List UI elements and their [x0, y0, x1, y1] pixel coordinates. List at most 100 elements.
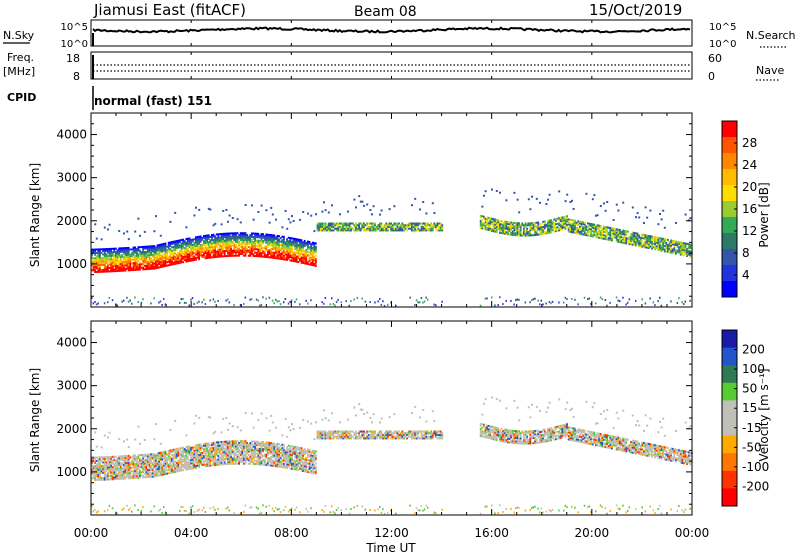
velocity-cell — [252, 445, 255, 448]
power-cell — [191, 252, 194, 255]
power-cell — [145, 254, 148, 257]
velocity-cell — [244, 457, 247, 460]
velocity-cell — [254, 442, 256, 445]
velocity-cell — [126, 470, 128, 473]
power-ytick-label: 2000 — [56, 214, 87, 228]
power-cell — [649, 238, 652, 241]
power-cell — [142, 268, 144, 271]
power-cell — [639, 245, 642, 248]
power-cell — [510, 225, 512, 228]
velocity-cell — [142, 460, 144, 463]
velocity-cell — [207, 454, 210, 457]
power-cell — [558, 229, 560, 232]
power-cell — [158, 245, 160, 248]
velocity-cell — [103, 463, 106, 466]
power-cell — [609, 237, 612, 240]
power-cell — [372, 205, 375, 208]
power-cell — [532, 227, 535, 230]
power-cell — [527, 198, 530, 201]
power-cell — [326, 224, 328, 227]
power-cell — [643, 244, 645, 247]
power-cell — [239, 245, 242, 249]
velocity-cell — [289, 508, 291, 511]
power-cell — [155, 248, 157, 251]
power-cell — [204, 246, 207, 249]
power-cell — [220, 253, 223, 256]
velocity-cell — [123, 468, 125, 472]
velocity-cell — [249, 445, 252, 448]
power-cell — [502, 221, 504, 225]
power-cell — [294, 241, 296, 244]
velocity-cell — [223, 440, 226, 443]
velocity-cell — [191, 453, 194, 456]
power-cell — [399, 229, 402, 232]
power-cell — [404, 224, 407, 227]
power-cell — [119, 255, 122, 259]
power-cell — [169, 263, 172, 266]
power-cell — [271, 234, 274, 237]
power-cell — [172, 240, 175, 243]
power-cell — [620, 234, 623, 237]
power-cell — [545, 230, 548, 233]
velocity-cell — [284, 449, 287, 452]
velocity-cell — [214, 455, 216, 458]
power-cell — [228, 249, 231, 252]
velocity-cell — [198, 508, 200, 511]
power-cell — [527, 234, 530, 237]
velocity-cell — [113, 478, 116, 481]
power-cell — [283, 246, 285, 249]
velocity-cell — [239, 453, 242, 457]
power-cell — [339, 227, 341, 230]
power-cell — [335, 222, 338, 225]
power-cell — [180, 256, 183, 259]
velocity-cell — [236, 462, 239, 465]
power-cell — [225, 239, 228, 242]
velocity-cell — [113, 457, 116, 460]
power-cell — [574, 224, 576, 227]
power-cell — [385, 225, 388, 228]
velocity-cell — [267, 448, 269, 451]
velocity-cell — [207, 461, 210, 464]
power-cell — [158, 259, 160, 262]
power-cell — [289, 256, 292, 259]
velocity-cell — [108, 461, 111, 464]
power-ytick-label: 1000 — [56, 257, 87, 271]
velocity-cell — [220, 446, 223, 449]
power-cell — [603, 230, 605, 233]
power-cell — [204, 234, 207, 237]
power-cell — [374, 229, 376, 232]
velocity-cell — [262, 504, 264, 507]
velocity-cell — [107, 468, 109, 471]
velocity-cell — [295, 506, 298, 509]
velocity-cell — [270, 457, 272, 460]
power-cell — [484, 226, 487, 229]
velocity-cell — [217, 455, 220, 458]
power-cell — [94, 248, 96, 251]
velocity-cell — [142, 455, 144, 458]
power-cell — [276, 300, 279, 303]
power-cell — [246, 249, 248, 252]
power-cell — [201, 250, 204, 253]
velocity-cell — [249, 450, 252, 453]
power-cell — [641, 240, 644, 243]
power-cell — [494, 230, 496, 233]
power-cell — [129, 299, 131, 302]
power-cell — [267, 238, 269, 241]
power-cell — [137, 249, 140, 252]
power-cell — [689, 255, 692, 258]
power-cell — [228, 241, 231, 244]
power-cell — [119, 262, 122, 265]
velocity-cell — [179, 454, 181, 457]
power-cell — [305, 260, 308, 263]
power-cell — [191, 247, 194, 250]
velocity-cell — [142, 469, 144, 472]
power-cell — [161, 257, 164, 260]
power-cell — [297, 247, 300, 250]
velocity-cell — [126, 458, 128, 461]
power-cell — [631, 236, 634, 239]
velocity-cell — [111, 459, 114, 462]
velocity-cell — [110, 459, 112, 462]
power-cell — [179, 246, 181, 249]
power-cell — [211, 242, 213, 245]
power-cell — [159, 247, 162, 250]
